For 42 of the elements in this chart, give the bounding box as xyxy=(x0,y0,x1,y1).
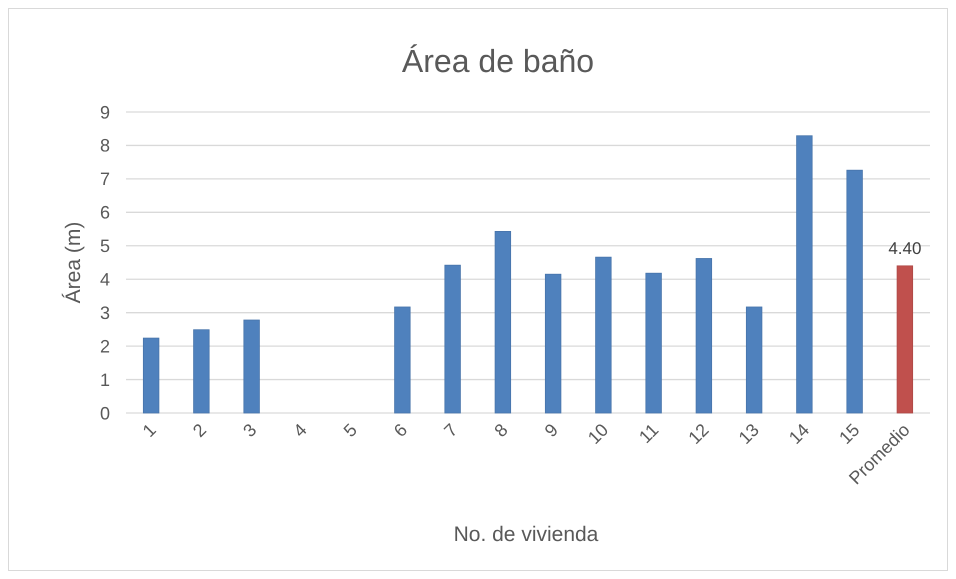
x-tick-label: 3 xyxy=(239,420,260,441)
bar xyxy=(243,320,260,414)
bar xyxy=(394,306,411,414)
x-axis-title: No. de vivienda xyxy=(454,523,599,546)
bar xyxy=(142,338,160,414)
chart-title: Área de baño xyxy=(402,43,594,79)
bar xyxy=(494,230,512,414)
x-tick-label: 10 xyxy=(584,420,612,448)
bar xyxy=(896,265,914,414)
x-tick-label: 8 xyxy=(490,420,512,441)
x-tick-label: 12 xyxy=(684,420,713,448)
y-tick-label: 2 xyxy=(100,336,110,356)
bar xyxy=(193,329,210,414)
x-tick-label: 11 xyxy=(635,420,662,448)
y-tick-label: 7 xyxy=(100,169,110,190)
x-tick-label: 2 xyxy=(188,420,210,441)
data-label: 4.40 xyxy=(888,238,922,258)
x-tick-label: 13 xyxy=(734,420,763,448)
x-tick-label: 1 xyxy=(138,420,160,441)
bar xyxy=(645,272,662,414)
y-tick-label: 3 xyxy=(100,302,110,323)
x-tick-label: 7 xyxy=(440,420,462,441)
y-tick-label: 6 xyxy=(100,202,110,223)
bar xyxy=(544,274,562,414)
x-tick-label: 4 xyxy=(289,420,311,441)
bar xyxy=(444,264,461,414)
y-tick-label: 9 xyxy=(100,102,110,122)
bar xyxy=(696,258,712,414)
y-tick-label: 0 xyxy=(100,403,110,424)
y-tick-label: 4 xyxy=(100,270,110,290)
bar xyxy=(595,256,612,414)
x-tick-label: 9 xyxy=(540,420,562,441)
y-tick-label: 5 xyxy=(100,236,110,256)
x-tick-label: 14 xyxy=(784,420,814,448)
bar xyxy=(746,306,762,414)
x-tick-label: 5 xyxy=(340,420,361,441)
x-tick-label: 6 xyxy=(390,420,412,441)
bar xyxy=(796,135,813,414)
y-tick-label: 8 xyxy=(100,136,110,156)
bar xyxy=(846,170,863,414)
y-tick-label: 1 xyxy=(100,370,110,390)
y-axis-title: Área (m) xyxy=(61,222,85,304)
